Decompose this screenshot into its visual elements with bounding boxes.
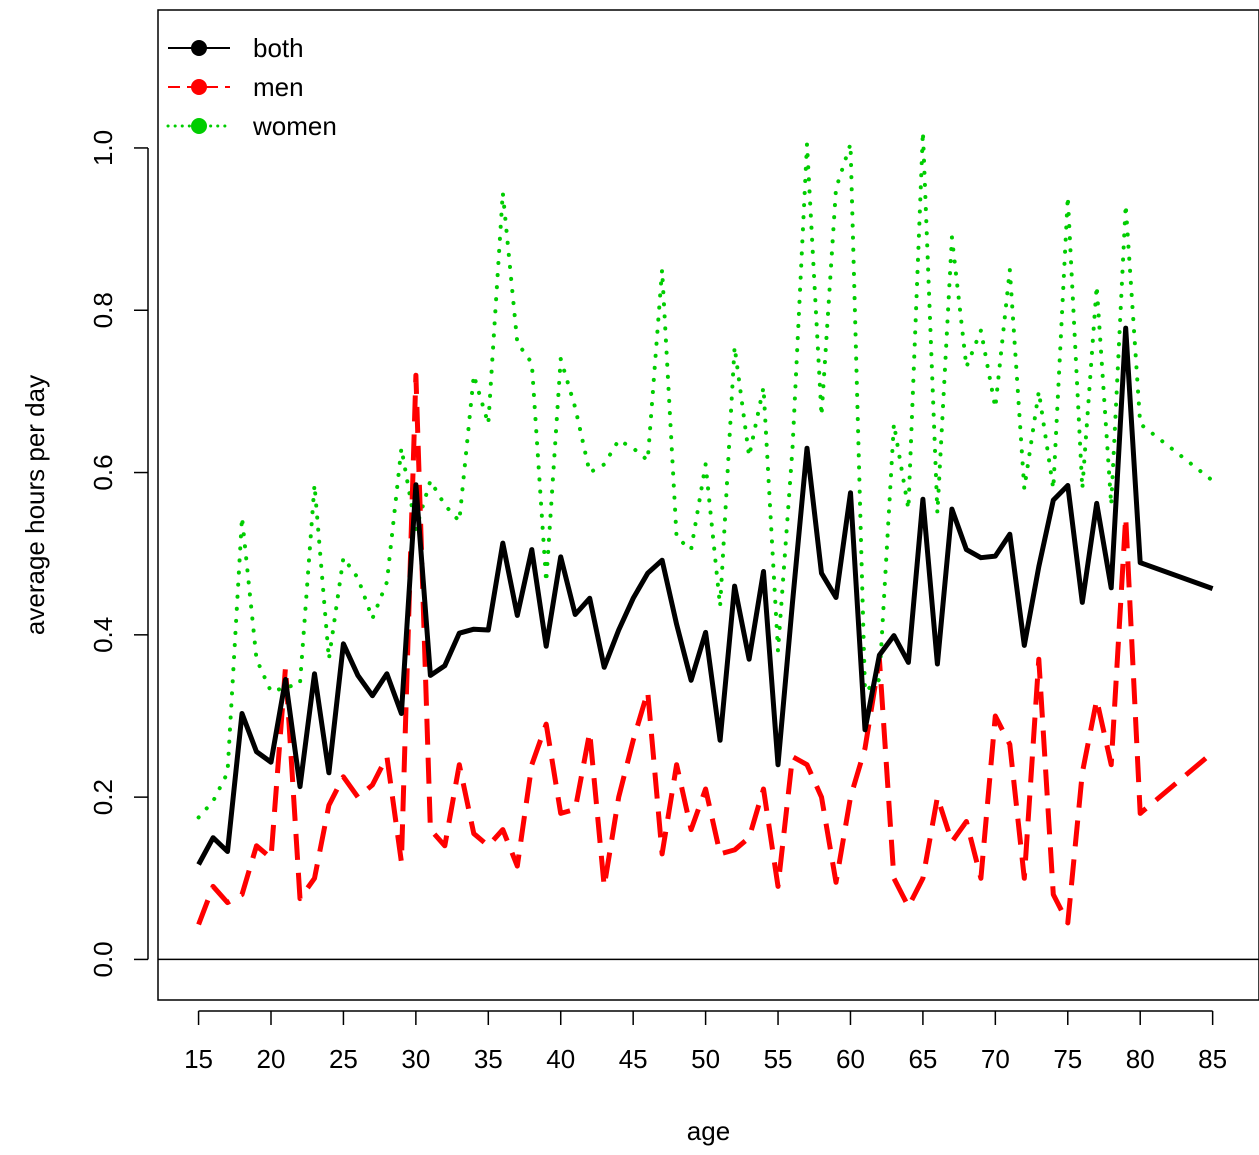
x-axis-label: age [687, 1116, 730, 1146]
y-axis: 0.0 0.2 0.4 0.6 0.8 1.0 [88, 130, 149, 978]
legend-label-women: women [252, 111, 337, 141]
y-tick-label: 0.4 [88, 617, 118, 653]
series-line-women [196, 129, 1215, 820]
x-tick-label: 60 [836, 1044, 865, 1074]
x-tick-label: 30 [401, 1044, 430, 1074]
x-tick-label: 45 [619, 1044, 648, 1074]
legend-marker-women [191, 118, 207, 134]
y-tick-label: 0.2 [88, 779, 118, 815]
plot-frame [157, 9, 1259, 1001]
x-tick-label: 35 [474, 1044, 503, 1074]
y-tick-label: 1.0 [88, 130, 118, 166]
series-line-men [196, 372, 1215, 926]
legend-entry-both: both [168, 33, 304, 63]
x-tick-label: 20 [257, 1044, 286, 1074]
x-tick-label: 65 [908, 1044, 937, 1074]
x-tick-label: 70 [981, 1044, 1010, 1074]
legend-label-both: both [253, 33, 304, 63]
series-line-both [196, 325, 1214, 866]
legend-marker-men [191, 79, 207, 95]
x-tick-label: 50 [691, 1044, 720, 1074]
legend-label-men: men [253, 72, 304, 102]
legend-marker-both [191, 40, 207, 56]
x-tick-label: 40 [546, 1044, 575, 1074]
y-tick-label: 0.6 [88, 454, 118, 490]
x-tick-label: 75 [1053, 1044, 1082, 1074]
legend-entry-women: women [166, 111, 337, 141]
x-tick-label: 55 [764, 1044, 793, 1074]
x-tick-label: 80 [1126, 1044, 1155, 1074]
x-tick-label: 85 [1198, 1044, 1227, 1074]
y-tick-label: 0.0 [88, 941, 118, 977]
x-tick-label: 15 [184, 1044, 213, 1074]
y-tick-label: 0.8 [88, 292, 118, 328]
plot-series [196, 129, 1215, 926]
legend-entry-men: men [168, 72, 304, 102]
legend: both men women [166, 33, 337, 141]
y-axis-label: average hours per day [20, 375, 50, 635]
x-axis: 15 20 25 30 35 40 45 50 55 60 65 70 75 80 85 [184, 1010, 1227, 1074]
x-tick-label: 25 [329, 1044, 358, 1074]
